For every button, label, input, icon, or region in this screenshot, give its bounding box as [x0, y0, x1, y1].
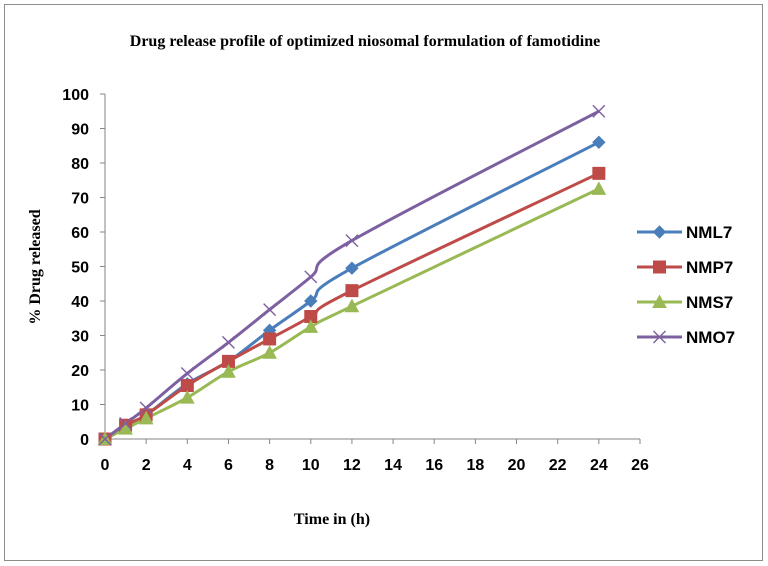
x-tick-label: 2 — [142, 457, 151, 474]
y-tick-label: 20 — [71, 363, 89, 380]
y-tick-labels: 0 10 20 30 40 50 60 70 80 90 100 — [62, 87, 89, 449]
x-axis-title: Time in (h) — [294, 511, 370, 528]
data-point-nmo7 — [221, 335, 235, 349]
y-tick-label: 90 — [71, 122, 89, 139]
series-line-nms7 — [104, 187, 600, 441]
data-point-nmo7 — [119, 416, 133, 430]
data-point-nmo7 — [180, 366, 194, 380]
legend-item-nmo7: NMO7 — [637, 328, 735, 347]
data-point-nmo7 — [263, 303, 277, 317]
y-axis-title: % Drug released — [27, 209, 44, 324]
y-tick-label: 10 — [71, 398, 89, 415]
y-tick-label: 80 — [71, 156, 89, 173]
x-tick-label: 4 — [183, 457, 192, 474]
chart-title: Drug release profile of optimized niosom… — [130, 33, 600, 50]
data-point-nmo7 — [139, 401, 153, 415]
x-tick-labels: 0 2 4 6 8 10 12 14 16 18 20 22 24 26 — [101, 457, 649, 474]
x-tick-label: 14 — [384, 457, 402, 474]
series-line-nmp7 — [104, 171, 600, 441]
legend-marker-nmo7 — [653, 330, 666, 344]
legend-label-nms7: NMS7 — [686, 293, 733, 312]
x-tick-label: 26 — [631, 457, 649, 474]
data-point-nmp7 — [345, 284, 359, 298]
data-point-nmo7 — [345, 234, 359, 248]
x-marker-stroke — [119, 416, 133, 430]
chart-frame — [4, 4, 763, 561]
legend-item-nmp7: NMP7 — [637, 258, 733, 277]
legend-marker-nmp7 — [653, 260, 666, 274]
x-marker-stroke — [98, 432, 112, 446]
legend-label-nml7: NML7 — [686, 223, 732, 242]
legend-label-nmp7: NMP7 — [686, 258, 733, 277]
x-tick-label: 22 — [549, 457, 567, 474]
series-markers — [97, 104, 607, 446]
series-markers-nmo7 — [98, 104, 606, 446]
series-lines — [104, 109, 600, 441]
legend-item-nms7: NMS7 — [637, 293, 733, 312]
legend-marker-nml7 — [652, 225, 667, 239]
x-tick-label: 20 — [508, 457, 526, 474]
y-tick-label: 100 — [62, 87, 89, 104]
x-tick-label: 0 — [101, 457, 110, 474]
x-marker-stroke — [345, 234, 359, 248]
x-tick-label: 24 — [590, 457, 608, 474]
data-point-nms7 — [344, 298, 360, 313]
legend: NML7 NMP7 NMS7 NMO7 — [637, 223, 735, 347]
x-tick-label: 16 — [425, 457, 443, 474]
x-tick-label: 6 — [224, 457, 233, 474]
axes — [100, 93, 641, 444]
legend-item-nml7: NML7 — [637, 223, 732, 242]
data-point-nms7 — [118, 421, 133, 435]
data-point-nmo7 — [98, 432, 112, 446]
data-point-nmp7 — [180, 379, 194, 393]
data-point-nml7 — [304, 294, 318, 308]
data-point-nms7 — [179, 390, 195, 404]
y-tick-label: 30 — [71, 329, 89, 346]
x-marker-stroke — [263, 303, 277, 317]
data-point-nmo7 — [304, 270, 318, 284]
x-tick-label: 18 — [466, 457, 484, 474]
x-tick-label: 8 — [265, 457, 274, 474]
data-point-nms7 — [221, 364, 236, 378]
data-point-nms7 — [591, 181, 607, 195]
data-point-nms7 — [303, 319, 319, 333]
x-tick-label: 12 — [343, 457, 361, 474]
series-markers-nms7 — [97, 181, 607, 446]
legend-label-nmo7: NMO7 — [686, 328, 735, 347]
x-marker-stroke — [592, 104, 606, 118]
data-point-nmp7 — [592, 166, 606, 180]
x-marker-stroke — [304, 270, 318, 284]
series-line-nmo7 — [104, 109, 600, 441]
data-point-nms7 — [138, 410, 154, 425]
y-tick-label: 40 — [71, 294, 89, 311]
data-point-nmp7 — [263, 332, 277, 346]
legend-marker-nms7 — [652, 294, 667, 309]
x-tick-label: 10 — [302, 457, 320, 474]
data-point-nml7 — [592, 135, 606, 150]
data-point-nms7 — [262, 345, 277, 359]
y-tick-label: 70 — [71, 191, 89, 208]
y-tick-label: 60 — [71, 225, 89, 242]
x-marker-stroke — [139, 401, 153, 415]
y-tick-label: 50 — [71, 260, 89, 277]
y-tick-label: 0 — [80, 432, 89, 449]
x-marker-stroke — [221, 335, 235, 349]
x-marker-stroke — [653, 330, 666, 344]
data-point-nml7 — [345, 261, 359, 275]
x-marker-stroke — [180, 366, 194, 380]
data-point-nmo7 — [592, 104, 606, 118]
